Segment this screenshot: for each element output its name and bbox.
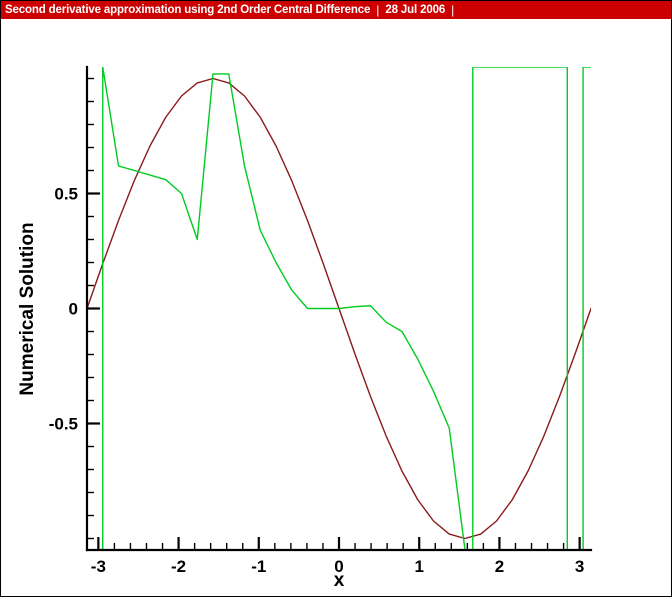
x-axis-ticks xyxy=(97,537,581,550)
series-group xyxy=(87,67,591,550)
x-tick-label: 3 xyxy=(575,557,584,576)
plot-panel: -3 -2 -1 0 1 2 3 -0.5 0 0.5 x Numerical Solution xyxy=(1,19,671,596)
series-line-numerical xyxy=(87,67,591,550)
y-tick-label: 0.5 xyxy=(54,185,78,204)
y-tick-label: 0 xyxy=(69,300,78,319)
title-separator-end-icon: | xyxy=(451,3,455,17)
y-axis-title: Numerical Solution xyxy=(17,222,38,395)
x-tick-label: 2 xyxy=(495,557,504,576)
title-separator-icon: | xyxy=(376,3,380,17)
x-tick-label: -3 xyxy=(91,557,106,576)
x-tick-label: 1 xyxy=(414,557,423,576)
y-axis-tick-labels: -0.5 0 0.5 xyxy=(49,185,78,434)
chart-canvas: -3 -2 -1 0 1 2 3 -0.5 0 0.5 x Numerical Solution xyxy=(17,65,593,591)
y-axis-ticks xyxy=(87,77,100,540)
window-titlebar: Second derivative approximation using 2n… xyxy=(1,1,671,19)
window-title: Second derivative approximation using 2n… xyxy=(5,4,371,16)
window-date: 28 Jul 2006 xyxy=(385,4,446,16)
x-tick-label: -1 xyxy=(251,557,266,576)
x-axis-tick-labels: -3 -2 -1 0 1 2 3 xyxy=(91,557,585,576)
x-tick-label: -2 xyxy=(171,557,186,576)
x-tick-label: 0 xyxy=(334,557,343,576)
x-axis-title: x xyxy=(334,570,345,591)
y-tick-label: -0.5 xyxy=(49,415,78,434)
axis-group: -3 -2 -1 0 1 2 3 -0.5 0 0.5 xyxy=(49,65,593,576)
